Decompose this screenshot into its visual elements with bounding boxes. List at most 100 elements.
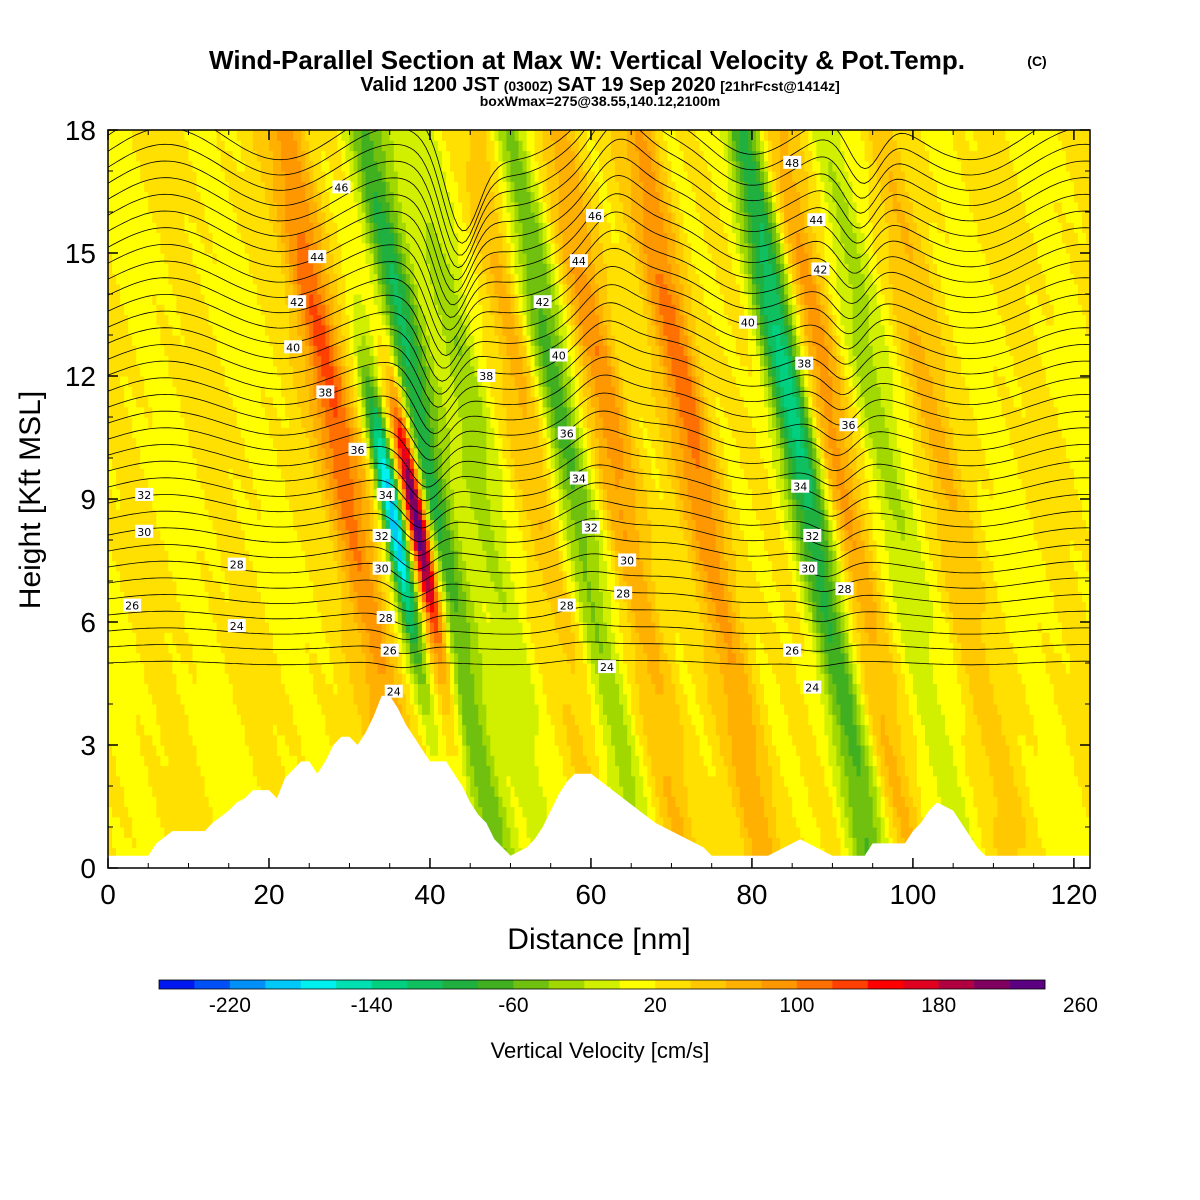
y-tick-label: 15 [65, 238, 96, 269]
colorbar-swatch [229, 980, 266, 989]
colorbar-swatch [796, 980, 833, 989]
theta-contour [108, 130, 1090, 269]
theta-label: 44 [308, 250, 327, 264]
theta-label: 38 [795, 356, 814, 371]
theta-contour [108, 175, 1090, 306]
y-tick-label: 0 [80, 853, 96, 884]
colorbar-swatch [619, 980, 656, 989]
colorbar-swatch [655, 980, 691, 989]
theta-label: 38 [316, 385, 335, 399]
y-axis: 0 36 9 12 15 18 [65, 115, 1090, 884]
theta-label: 28 [835, 582, 854, 596]
colorbar-label: Vertical Velocity [cm/s] [491, 1038, 710, 1063]
theta-label: 26 [123, 598, 142, 613]
x-tick-label: 0 [100, 879, 116, 910]
chart-title: Wind-Parallel Section at Max W: Vertical… [209, 45, 965, 75]
theta-label: 24 [803, 680, 822, 695]
terrain [108, 695, 1090, 868]
theta-label: 30 [135, 524, 154, 539]
valid-forecast: [21hrFcst@1414z] [720, 78, 839, 94]
theta-contour [108, 374, 1090, 448]
plot-area [108, 130, 1090, 868]
chart-title-mark: (C) [1027, 53, 1046, 69]
vertical-velocity-field [108, 130, 1090, 868]
theta-contour [108, 156, 1090, 293]
theta-label: 26 [783, 643, 802, 658]
theta-label: 42 [811, 262, 830, 276]
theta-contour [108, 410, 1090, 475]
theta-contour [108, 320, 1090, 408]
x-tick-label: 40 [414, 879, 445, 910]
theta-label: 30 [799, 561, 818, 576]
theta-label: 36 [348, 442, 367, 457]
theta-label: 36 [557, 426, 576, 440]
theta-contour [108, 428, 1090, 488]
x-axis: 0 20 40 60 80 100 120 [100, 130, 1097, 910]
x-tick-label: 100 [890, 879, 937, 910]
theta-contour [108, 641, 1090, 655]
colorbar-swatch [584, 980, 621, 989]
colorbar-tick-label: 20 [643, 994, 666, 1017]
theta-contour [108, 535, 1090, 570]
colorbar-swatch [726, 980, 762, 989]
theta-label: 40 [738, 315, 757, 330]
theta-label: 36 [839, 418, 858, 432]
colorbar-swatch [371, 980, 408, 989]
y-tick-label: 18 [65, 115, 96, 146]
y-axis-label: Height [Kft MSL] [14, 391, 47, 609]
theta-label: 30 [372, 561, 391, 576]
colorbar-swatch [442, 980, 479, 989]
theta-contour [108, 606, 1090, 626]
colorbar-swatch [300, 980, 337, 989]
theta-contour [108, 659, 1090, 669]
colorbar-swatch [690, 980, 727, 989]
colorbar-tick-label: 180 [921, 994, 956, 1017]
y-tick-label: 9 [80, 484, 96, 515]
colorbar [158, 979, 1046, 990]
theta-label: 48 [783, 155, 802, 170]
theta-label: 28 [557, 598, 576, 613]
pot-temp-contours [108, 130, 1090, 669]
colorbar-swatch [938, 980, 975, 989]
colorbar-ticks: -220 -140 -60 20 100 180 260 [209, 994, 1098, 1017]
theta-label: 30 [618, 553, 637, 568]
colorbar-swatch [832, 980, 869, 989]
y-tick-label: 6 [80, 607, 96, 638]
theta-contour [108, 553, 1090, 584]
theta-label: 40 [549, 348, 568, 363]
theta-label: 44 [807, 213, 826, 227]
theta-label: 24 [227, 619, 246, 633]
theta-contour [108, 356, 1090, 435]
theta-label: 24 [598, 660, 617, 674]
colorbar-swatch [1009, 980, 1046, 989]
theta-label: 40 [284, 340, 303, 354]
colorbar-swatch [477, 980, 514, 989]
theta-contour [108, 193, 1090, 318]
colorbar-tick-label: -220 [209, 994, 251, 1017]
colorbar-swatch [513, 980, 550, 989]
theta-contour [108, 138, 1090, 281]
theta-label: 32 [581, 520, 600, 535]
theta-contour [108, 130, 1037, 232]
valid-date: SAT 19 Sep 2020 [557, 74, 716, 96]
theta-label: 28 [376, 610, 395, 625]
x-tick-label: 20 [253, 879, 284, 910]
theta-contour [108, 464, 1090, 515]
x-tick-label: 80 [736, 879, 767, 910]
valid-line: Valid 1200 JST (0300Z) SAT 19 Sep 2020 [… [360, 74, 839, 96]
y-tick-label: 12 [65, 361, 96, 392]
colorbar-swatch [974, 980, 1010, 989]
colorbar-tick-label: 100 [779, 994, 814, 1017]
colorbar-swatch [867, 980, 904, 989]
theta-contour [108, 517, 1090, 557]
theta-contour [108, 302, 1090, 395]
theta-contour [108, 284, 1090, 382]
box-wmax-line: boxWmax=275@38.55,140.12,2100m [480, 93, 721, 109]
theta-contour [108, 482, 1090, 529]
theta-label: 34 [791, 479, 810, 494]
theta-label: 32 [803, 528, 822, 543]
pot-temp-labels: 46 44 42 40 38 36 34 32 30 28 26 24 32 30 28 26 24 46 44 42… [123, 155, 858, 699]
colorbar-swatch [407, 980, 443, 989]
x-tick-label: 60 [575, 879, 606, 910]
